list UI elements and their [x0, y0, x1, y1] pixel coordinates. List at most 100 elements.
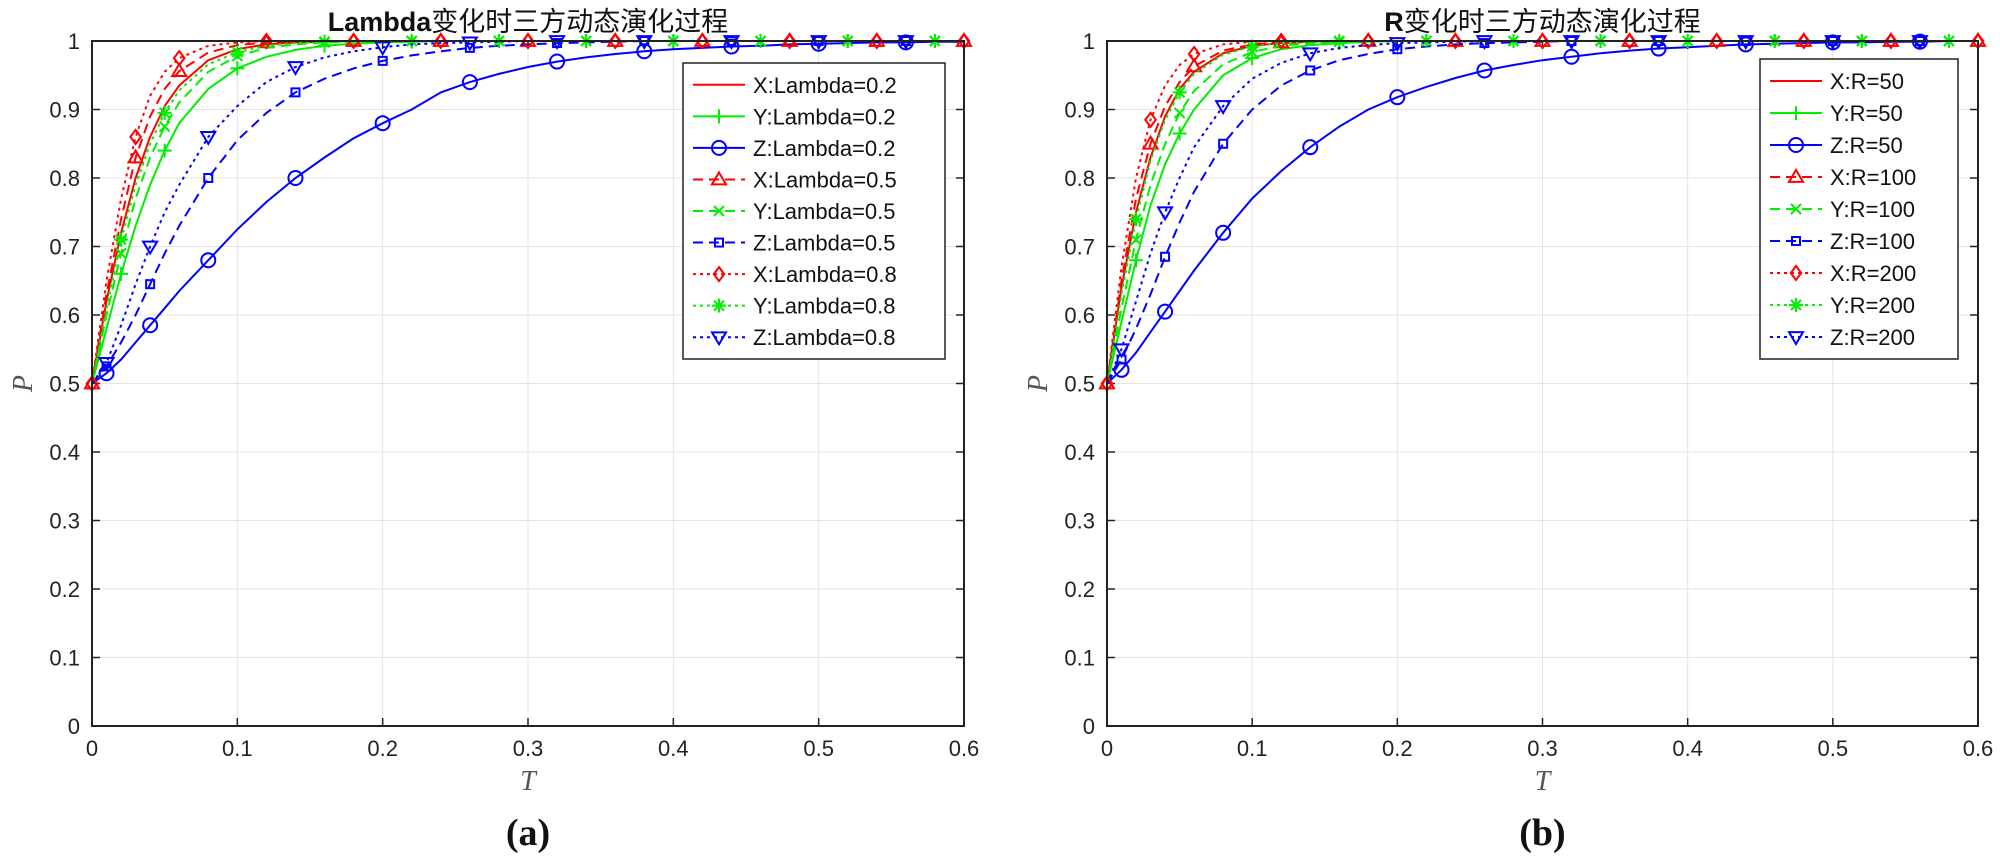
data-point-marker [1623, 32, 1637, 50]
data-point-marker [635, 35, 654, 50]
chart-title-rest: 变化时三方动态演化过程 [431, 7, 728, 37]
chart-title: R变化时三方动态演化过程 [1384, 7, 1701, 37]
data-point-marker [286, 61, 305, 77]
data-point-marker [1649, 35, 1668, 50]
x-tick-label: 0.4 [1672, 736, 1703, 761]
series-line [91, 40, 964, 385]
legend: X:Lambda=0.2 Y:Lambda=0.2 Z:Lambda=0.2 X:La… [682, 62, 946, 360]
chart-panel-b: 0 0.1 0.2 0.3 0.4 0.5 0.6 0 0.1 0.2 0.3 0.4 0.5 0.6 0.… [1023, 7, 1993, 854]
legend-label: Z:R=100 [1830, 229, 1915, 254]
data-point-marker [1392, 44, 1403, 55]
y-tick-label: 0.9 [49, 98, 80, 123]
x-axis-label: T [1535, 766, 1553, 797]
legend-label: Z:Lambda=0.5 [753, 231, 895, 256]
chart-title-bold: Lambda [328, 7, 433, 37]
x-tick-label: 0.1 [1237, 736, 1268, 761]
legend-label: X:Lambda=0.5 [753, 167, 897, 192]
data-point-marker [347, 32, 361, 50]
x-tick-label: 0.2 [367, 736, 398, 761]
data-point-marker [1536, 32, 1549, 50]
data-point-marker [230, 61, 245, 76]
data-point-marker [710, 331, 728, 347]
x-tick-label: 0.4 [658, 736, 689, 761]
data-point-marker [712, 265, 726, 283]
y-tick-label: 0 [1083, 714, 1095, 739]
y-axis-label: P [8, 375, 39, 393]
data-point-marker [897, 35, 915, 50]
data-point-marker [1389, 89, 1406, 106]
y-tick-label: 1 [1083, 29, 1095, 54]
data-point-marker [1156, 206, 1174, 222]
x-tick-label: 0.1 [222, 736, 253, 761]
chart-panel-a: 0 0.1 0.2 0.3 0.4 0.5 0.6 0 0.1 0.2 0.3 0.4 0.5 0.6 0.… [8, 7, 979, 854]
data-point-marker [711, 139, 727, 156]
y-tick-label: 0.1 [1064, 646, 1095, 671]
panel-caption: (a) [506, 812, 550, 854]
data-point-marker [97, 357, 116, 372]
legend-label: Z:Lambda=0.2 [753, 136, 895, 161]
data-point-marker [1305, 65, 1316, 76]
data-point-marker [1129, 212, 1144, 227]
data-point-marker [200, 252, 217, 269]
data-point-marker [1562, 35, 1581, 50]
y-tick-label: 0.5 [1064, 372, 1095, 397]
legend-label: Y:Lambda=0.5 [753, 199, 896, 224]
axes-box [91, 40, 965, 727]
data-point-marker [1245, 39, 1260, 54]
chart-title-rest: 变化时三方动态演化过程 [1404, 7, 1701, 37]
data-point-marker [1172, 126, 1187, 141]
data-point-marker [145, 279, 156, 290]
data-point-marker [259, 32, 273, 50]
series-line [91, 40, 964, 384]
data-point-marker [1789, 298, 1803, 312]
data-point-marker [374, 115, 391, 132]
data-point-marker [203, 173, 214, 183]
y-tick-label: 0.9 [1064, 98, 1095, 123]
data-point-marker [1274, 32, 1288, 50]
x-tick-label: 0.6 [1963, 736, 1994, 761]
series-line [1106, 40, 1978, 385]
data-point-marker [1301, 47, 1319, 63]
data-point-marker [710, 170, 728, 186]
data-point-marker [608, 32, 622, 50]
data-point-marker [1185, 57, 1203, 73]
y-tick-label: 1 [68, 29, 80, 54]
y-tick-label: 0.3 [49, 509, 80, 534]
data-point-marker [809, 35, 828, 50]
axes-box [1106, 40, 1979, 727]
y-axis-label: P [1023, 375, 1054, 393]
legend-label: X:Lambda=0.8 [753, 262, 897, 287]
y-tick-label: 0.2 [1064, 577, 1095, 602]
data-point-marker [170, 62, 188, 78]
data-point-marker [114, 232, 129, 247]
data-point-marker [1141, 134, 1160, 150]
y-tick-label: 0.5 [49, 372, 80, 397]
data-point-marker [1144, 111, 1158, 129]
legend-label: X:Lambda=0.2 [753, 73, 897, 98]
data-point-marker [1884, 32, 1898, 50]
data-point-marker [1157, 303, 1174, 320]
data-point-marker [199, 131, 218, 146]
data-point-marker [1824, 35, 1842, 50]
legend-label: X:R=50 [1830, 69, 1904, 94]
data-point-marker [1789, 106, 1803, 120]
data-point-marker [377, 55, 388, 66]
data-point-marker [1214, 100, 1232, 116]
x-tick-label: 0.3 [513, 736, 544, 761]
legend-label: Y:R=100 [1830, 197, 1915, 222]
data-point-marker [521, 32, 535, 50]
data-point-marker [1361, 32, 1375, 50]
y-tick-label: 0.4 [1064, 440, 1095, 465]
legend-label: X:R=200 [1830, 261, 1916, 286]
y-tick-label: 0.6 [1064, 303, 1095, 328]
data-point-marker [1791, 236, 1801, 246]
data-point-marker [290, 87, 301, 98]
chart-title: Lambda变化时三方动态演化过程 [328, 7, 729, 37]
data-point-marker [434, 32, 448, 50]
data-point-marker [157, 143, 172, 158]
data-point-marker [549, 53, 566, 70]
legend-label: Y:R=200 [1830, 293, 1915, 318]
x-tick-label: 0 [86, 736, 98, 761]
data-point-marker [1173, 107, 1186, 119]
data-point-marker [126, 148, 145, 164]
